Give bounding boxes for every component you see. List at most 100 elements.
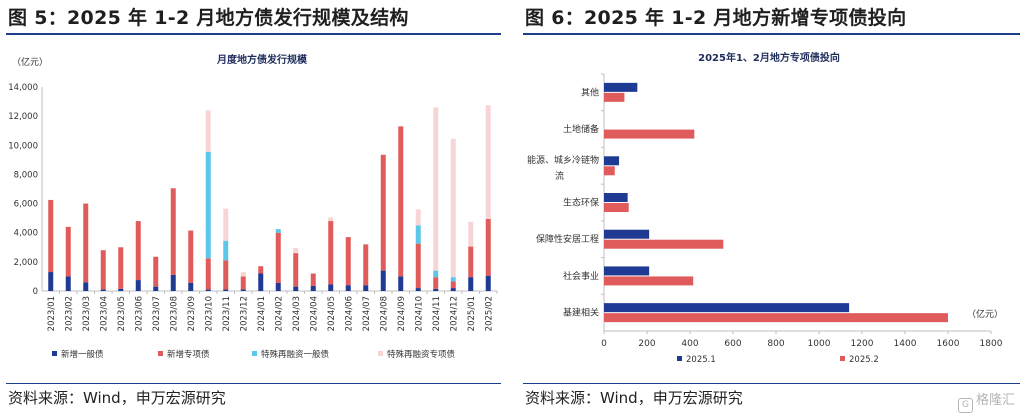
chart1-bar-segment-2 (205, 258, 211, 290)
chart1-bar-segment-1 (468, 277, 474, 291)
chart1-bar-segment-2 (345, 237, 351, 286)
chart1-x-tick-label: 2024/06 (344, 296, 354, 331)
left-bottom-rule (6, 383, 501, 384)
chart2-bar-2 (604, 239, 724, 249)
chart1-bar-segment-2 (363, 244, 369, 286)
left-title-rule (6, 33, 501, 35)
chart1-y-tick-label: 14,000 (8, 83, 38, 93)
chart1-y-tick-label: 10,000 (8, 141, 38, 151)
chart1-bar-segment-4 (415, 209, 421, 226)
chart1-x-tick-label: 2023/05 (117, 296, 127, 331)
chart2-bar-1 (604, 156, 620, 166)
chart1-x-tick-label: 2025/01 (467, 296, 477, 331)
chart2-bar-2 (604, 313, 948, 323)
chart2-bar-2 (604, 203, 629, 212)
chart2-x-tick-label: 1400 (894, 339, 917, 349)
chart1-x-tick-label: 2023/08 (169, 296, 179, 331)
special-bond-use-bar-chart: 2025年1、2月地方专项债投向 0 200 400 600 800 1000 1200 140… (527, 51, 1003, 365)
chart2-category-label: 生态环保 (563, 197, 599, 209)
chart2-legend-swatch (840, 356, 845, 361)
chart1-bar-segment-2 (153, 256, 159, 287)
chart1-y-tick-label: 8,000 (14, 170, 38, 180)
chart2-x-tick-label: 1000 (808, 339, 831, 349)
chart2-x-tick-label: 1800 (980, 339, 1003, 349)
chart1-bar-segment-4 (240, 272, 246, 277)
chart1-bar-segment-1 (363, 285, 369, 291)
chart1-bar-segment-1 (65, 276, 71, 291)
chart1-x-tick-label: 2024/03 (292, 296, 302, 331)
chart2-unit-label: （亿元） (967, 308, 1003, 320)
chart1-bar-segment-1 (328, 284, 334, 291)
chart1-bar-segment-1 (258, 273, 264, 291)
chart1-bar-segment-2 (415, 243, 421, 289)
chart1-bar-segment-1 (433, 288, 439, 291)
chart2-bar-2 (604, 129, 695, 139)
chart1-y-tick-label: 2,000 (14, 258, 38, 268)
chart1-bar-segment-1 (293, 286, 299, 291)
chart1-x-tick-label: 2023/07 (152, 296, 162, 331)
chart1-bar-segment-1 (170, 274, 176, 291)
chart2-bar-1 (604, 266, 650, 276)
chart1-bar-segment-2 (310, 273, 316, 286)
chart1-bar-segment-2 (170, 188, 176, 275)
chart1-x-tick-label: 2023/06 (134, 296, 144, 331)
chart1-legend-label: 新增一般债 (61, 349, 104, 360)
chart1-bar-segment-2 (135, 221, 141, 281)
chart2-x-tick-label: 1600 (937, 339, 960, 349)
chart2-bar-1 (604, 193, 628, 202)
chart1-bar-segment-2 (240, 276, 246, 290)
chart1-bar-segment-3 (415, 225, 421, 244)
right-title-rule (523, 33, 1020, 35)
right-source-note: 资料来源：Wind，申万宏源研究 (525, 389, 743, 407)
chart1-bar-segment-2 (65, 226, 71, 277)
chart1-bar-segment-2 (83, 203, 89, 283)
chart1-bar-segment-1 (118, 288, 124, 291)
chart1-bar-segment-1 (398, 276, 404, 291)
chart1-bar-segment-3 (205, 151, 211, 259)
chart1-legend-swatch (52, 351, 57, 356)
chart2-x-tick-label: 800 (767, 339, 784, 349)
chart1-bar-segment-4 (485, 105, 491, 219)
watermark-logo-icon: G (957, 398, 973, 413)
chart1-bar-segment-1 (345, 285, 351, 291)
chart2-bar-2 (604, 92, 625, 102)
chart2-category-label: 能源、城乡冷链物 (527, 154, 599, 166)
chart1-x-tick-label: 2024/09 (397, 296, 407, 331)
chart1-bar-segment-4 (223, 208, 229, 241)
chart1-bar-segment-2 (188, 230, 194, 283)
chart1-legend-label: 新增专项债 (167, 349, 210, 360)
chart1-x-tick-label: 2024/01 (257, 296, 267, 331)
chart1-x-tick-label: 2024/05 (327, 296, 337, 331)
chart1-bar-segment-2 (450, 281, 456, 289)
chart1-bar-segment-1 (100, 289, 106, 291)
chart1-x-tick-label: 2023/10 (204, 296, 214, 331)
issuance-stacked-bar-chart: 月度地方债发行规模 （亿元） 0 2,000 4,000 6,000 8,000 10,000… (8, 53, 498, 360)
chart1-bar-segment-4 (293, 248, 299, 254)
chart2-category-label: 基建相关 (563, 307, 599, 319)
chart1-bar-segment-2 (468, 246, 474, 278)
chart2-category-label: 社会事业 (563, 270, 599, 282)
left-source-note: 资料来源：Wind，申万宏源研究 (8, 389, 226, 407)
chart1-bar-segment-4 (450, 138, 456, 278)
chart1-bar-segment-2 (293, 253, 299, 287)
chart1-legend-swatch (252, 351, 257, 356)
chart1-x-tick-label: 2024/12 (449, 296, 459, 331)
chart1-bar-segment-2 (398, 126, 404, 277)
chart2-legend-label: 2025.1 (686, 355, 716, 365)
chart2-x-tick-label: 200 (638, 339, 655, 349)
chart1-bar-segment-2 (258, 266, 264, 274)
chart2-bar-2 (604, 276, 694, 286)
chart2-category-label: 保障性安居工程 (536, 233, 599, 245)
chart1-x-tick-label: 2023/09 (187, 296, 197, 331)
chart1-y-tick-label: 0 (33, 287, 38, 297)
chart1-legend-label: 特殊再融资专项债 (387, 349, 456, 360)
watermark: G 格隆汇 (957, 389, 1015, 413)
chart1-x-tick-label: 2023/11 (222, 296, 232, 331)
chart1-title: 月度地方债发行规模 (216, 53, 308, 66)
chart1-bar-segment-1 (485, 275, 491, 291)
chart1-bar-segment-2 (48, 199, 54, 273)
chart1-y-tick-label: 12,000 (8, 112, 38, 122)
chart1-bar-segment-2 (100, 250, 106, 290)
chart1-bar-segment-4 (205, 110, 211, 152)
chart2-bar-2 (604, 166, 615, 176)
